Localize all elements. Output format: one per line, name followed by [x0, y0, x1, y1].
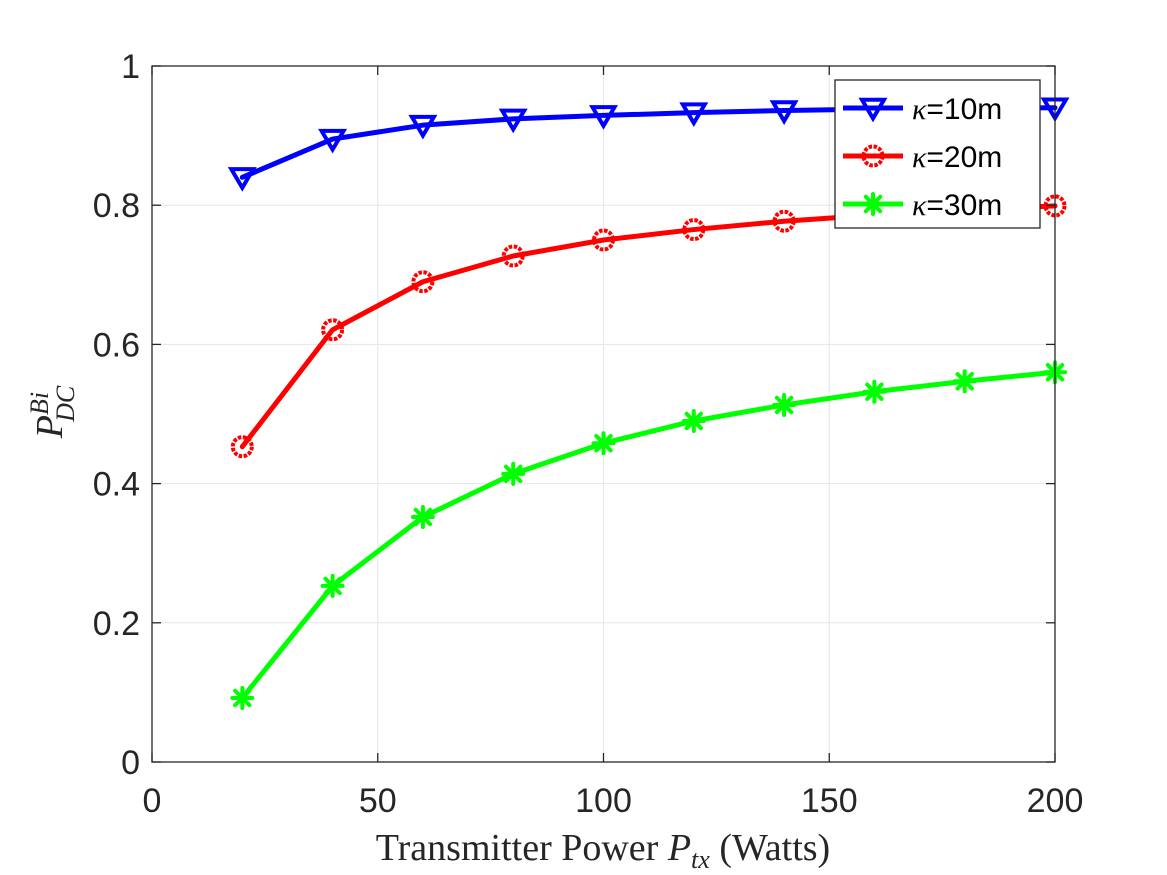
- marker-core: [417, 512, 428, 523]
- data-point: [681, 408, 706, 433]
- data-point: [591, 431, 616, 456]
- legend-label-symbol: κ: [912, 189, 927, 222]
- data-point: [772, 392, 797, 417]
- data-point: [230, 685, 255, 710]
- data-point: [952, 369, 977, 394]
- x-axis-label-prefix: Transmitter Power: [376, 827, 668, 869]
- marker-core: [508, 468, 519, 479]
- legend-entry-1: κ=20m: [843, 141, 1002, 174]
- marker-core: [869, 386, 880, 397]
- x-tick-label: 50: [359, 782, 397, 820]
- data-point: [498, 108, 528, 134]
- data-point: [501, 244, 525, 268]
- legend-label-symbol: κ: [912, 141, 927, 174]
- data-point: [411, 270, 435, 294]
- data-point: [410, 505, 435, 530]
- y-axis-label-subscript: DC: [51, 385, 80, 423]
- data-point: [318, 128, 348, 154]
- data-point: [769, 100, 799, 125]
- x-tick-label: 100: [575, 782, 632, 820]
- data-point: [321, 318, 345, 342]
- data-point: [592, 228, 615, 252]
- x-axis-label: Transmitter Power Ptx (Watts): [376, 827, 830, 874]
- y-tick-label: 0: [121, 744, 140, 782]
- y-tick-label: 0.6: [93, 326, 140, 364]
- legend-entry-2: κ=30m: [843, 189, 1002, 222]
- x-tick-label: 200: [1027, 782, 1084, 820]
- series-2: [230, 360, 1067, 710]
- marker-core: [237, 692, 248, 703]
- legend-label-value: =10m: [926, 93, 1002, 126]
- data-point: [227, 167, 257, 192]
- marker-core: [959, 376, 970, 387]
- data-point: [772, 209, 796, 233]
- x-tick-label: 150: [801, 782, 858, 820]
- data-point: [1043, 194, 1067, 218]
- marker-core: [688, 415, 699, 426]
- data-point: [408, 114, 438, 140]
- y-tick-label: 0.4: [93, 466, 140, 504]
- marker-core: [868, 199, 878, 209]
- legend-label-value: =20m: [926, 141, 1002, 174]
- data-point: [589, 105, 618, 130]
- data-point: [679, 102, 709, 128]
- x-axis-label-subscript: tx: [691, 845, 710, 874]
- x-tick-label: 0: [143, 782, 162, 820]
- data-point: [862, 379, 887, 404]
- legend-label-value: =30m: [926, 189, 1002, 222]
- legend-marker: [861, 192, 885, 216]
- marker-core: [598, 438, 609, 449]
- y-axis-label: PBiDC: [25, 385, 80, 439]
- legend-label: κ=10m: [912, 93, 1002, 126]
- data-point: [320, 573, 345, 598]
- data-point: [230, 435, 254, 459]
- legend-marker: [858, 97, 888, 123]
- legend-label: κ=20m: [912, 141, 1002, 174]
- y-tick-label: 1: [121, 48, 140, 86]
- legend-label: κ=30m: [912, 189, 1002, 222]
- marker-core: [327, 580, 338, 591]
- legend-marker: [861, 144, 885, 168]
- legend-entry-0: κ=10m: [843, 93, 1002, 126]
- data-point: [682, 218, 706, 242]
- ticks: 0 50 100 150 200 0 0.2 0.4 0.6 0.8 1: [93, 48, 1084, 820]
- legend-label-symbol: κ: [912, 93, 927, 126]
- y-tick-label: 0.8: [93, 187, 140, 225]
- y-axis-label-symbol: P: [29, 415, 71, 439]
- marker-core: [779, 399, 790, 410]
- y-tick-label: 0.2: [93, 605, 140, 643]
- x-axis-label-suffix: (Watts): [710, 827, 830, 869]
- y-axis-label-superscript: Bi: [25, 392, 54, 415]
- data-point: [501, 461, 526, 486]
- x-axis-label-symbol: P: [667, 827, 691, 869]
- series-line: [239, 369, 1058, 701]
